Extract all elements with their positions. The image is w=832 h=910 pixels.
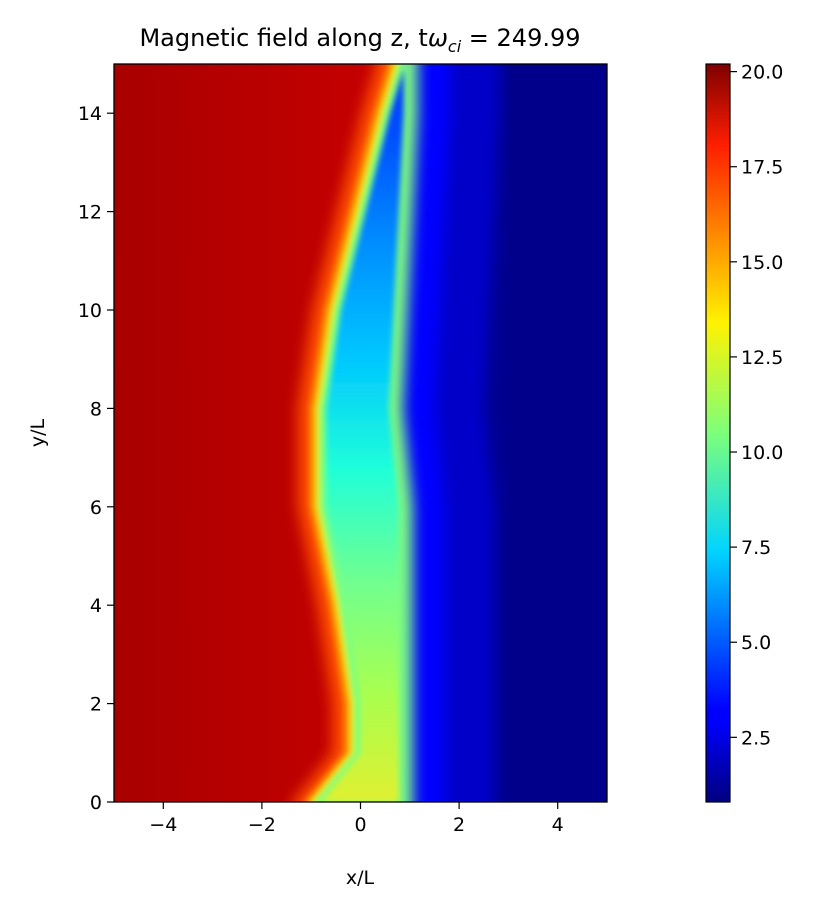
colorbar-tick-label: 7.5 (741, 537, 771, 559)
colorbar-tick-label: 17.5 (741, 157, 783, 179)
x-axis-label: x/L (346, 867, 375, 889)
y-tick-label: 14 (78, 103, 102, 125)
colorbar-ticks: 2.5 5.0 7.5 10.0 12.5 15.0 17.5 20.0 (730, 62, 783, 749)
colorbar-tick-label: 10.0 (741, 442, 783, 464)
colorbar-tick-label: 2.5 (741, 727, 771, 749)
colorbar-tick-label: 5.0 (741, 632, 771, 654)
colorbar-tick-label: 12.5 (741, 347, 783, 369)
y-tick-label: 0 (90, 792, 102, 814)
x-tick-label: −4 (149, 814, 177, 836)
colorbar-tick-label: 20.0 (741, 62, 783, 84)
field-low-far-region (508, 64, 607, 802)
x-tick-label: 2 (453, 814, 465, 836)
field-interface-tongue (321, 64, 405, 802)
x-tick-label: 4 (552, 814, 564, 836)
y-tick-label: 4 (90, 595, 102, 617)
y-axis-label: y/L (27, 418, 49, 447)
y-tick-label: 6 (90, 497, 102, 519)
colorbar (705, 63, 731, 803)
x-tick-label: 0 (354, 814, 366, 836)
y-tick-label: 10 (78, 300, 102, 322)
x-tick-label: −2 (248, 814, 276, 836)
chart-title: Magnetic field along z, tωci = 249.99 (139, 24, 580, 56)
colorbar-tick-label: 15.0 (741, 252, 783, 274)
heatmap-field (114, 64, 607, 802)
y-axis-ticks: 0 2 4 6 8 10 12 14 (78, 103, 114, 814)
y-tick-label: 2 (90, 694, 102, 716)
y-tick-label: 12 (78, 202, 102, 224)
x-axis-ticks: −4 −2 0 2 4 (149, 802, 564, 836)
y-tick-label: 8 (90, 398, 102, 420)
